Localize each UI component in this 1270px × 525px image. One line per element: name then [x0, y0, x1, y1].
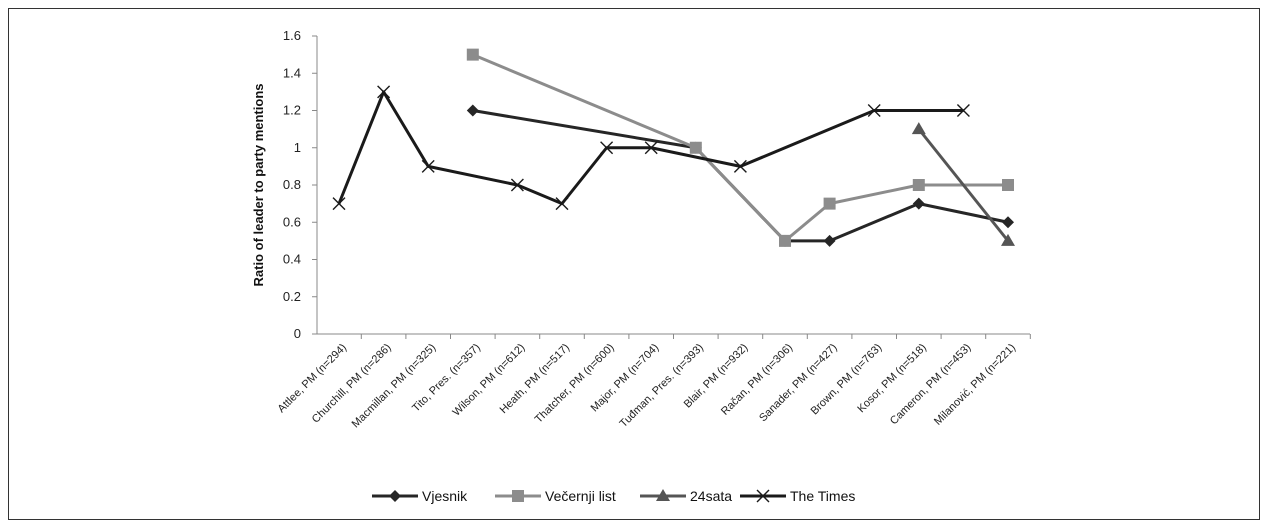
- legend-item-the-times: The Times: [740, 488, 855, 504]
- data-point-ve-ernji-list: [912, 179, 925, 191]
- legend-marker: [656, 489, 670, 501]
- data-point-vjesnik: [1002, 216, 1014, 229]
- data-point-the-times: [867, 104, 881, 117]
- x-tick-label: Tuđman, Pres. (n=393): [618, 342, 706, 430]
- x-marker-stroke: [867, 104, 881, 117]
- y-tick-label: 1.6: [283, 28, 301, 43]
- data-point-vjesnik: [823, 234, 836, 247]
- data-point-24sata: [1001, 233, 1015, 246]
- x-marker-stroke: [555, 197, 569, 211]
- legend-marker: [512, 490, 524, 502]
- y-tick-label: 0.4: [283, 252, 301, 267]
- x-marker-stroke: [600, 141, 614, 155]
- y-tick-label: 1: [294, 140, 301, 155]
- data-point-vjesnik: [466, 104, 479, 117]
- legend-label: Večernji list: [545, 488, 616, 504]
- x-marker-stroke: [377, 85, 391, 99]
- data-point-ve-ernji-list: [779, 234, 791, 247]
- x-marker-stroke: [421, 159, 435, 173]
- x-marker-stroke: [644, 141, 658, 155]
- y-tick-label: 0.8: [283, 177, 301, 192]
- legend-label: 24sata: [690, 488, 732, 504]
- legend-marker: [756, 489, 770, 503]
- data-point-the-times: [510, 178, 524, 192]
- y-tick-label: 0.6: [283, 214, 301, 229]
- legend-label: The Times: [790, 488, 855, 504]
- x-marker-stroke: [332, 197, 346, 211]
- data-point-ve-ernji-list: [823, 197, 836, 210]
- legend-item-vjesnik: Vjesnik: [372, 488, 468, 504]
- data-point-vjesnik: [912, 197, 925, 210]
- data-point-the-times: [733, 159, 747, 173]
- legend-label: Vjesnik: [422, 488, 468, 504]
- y-tick-label: 0.2: [283, 289, 301, 304]
- data-point-the-times: [555, 197, 569, 211]
- data-point-the-times: [956, 104, 970, 117]
- y-axis-label: Ratio of leader to party mentions: [251, 84, 266, 287]
- data-point-the-times: [421, 159, 435, 173]
- x-tick-label: Sanader, PM (n=427): [757, 342, 840, 425]
- series-line-ve-ernji-list: [472, 53, 1008, 243]
- x-tick-label: Cameron, PM (n=453): [888, 342, 974, 428]
- data-point-the-times: [600, 141, 614, 155]
- y-tick-label: 1.2: [283, 103, 301, 118]
- series-line-vjesnik: [472, 109, 1009, 243]
- data-point-the-times: [377, 85, 391, 99]
- y-tick-label: 1.4: [283, 65, 301, 80]
- data-point-ve-ernji-list: [689, 141, 702, 154]
- data-point-ve-ernji-list: [466, 48, 479, 61]
- x-tick-label: Thatcher, PM (n=600): [533, 342, 617, 426]
- x-marker-stroke: [733, 159, 747, 173]
- series-line-the-times: [337, 90, 964, 206]
- x-marker-stroke: [510, 178, 524, 192]
- data-point-the-times: [332, 197, 346, 211]
- data-point-24sata: [911, 122, 926, 135]
- x-tick-label: Macmillan, PM (n=325): [350, 342, 439, 431]
- x-tick-label: Milanović, PM (n=221): [932, 342, 1018, 428]
- legend-item-ve-ernji-list: Večernji list: [495, 488, 616, 504]
- x-marker-stroke: [956, 104, 970, 117]
- x-marker-stroke: [756, 489, 770, 503]
- data-point-ve-ernji-list: [1002, 179, 1014, 191]
- series-line-24sata: [917, 128, 1010, 242]
- x-tick-label: Churchill, PM (n=286): [310, 342, 394, 426]
- legend-item-24sata: 24sata: [640, 488, 732, 504]
- chart-frame: [8, 8, 1260, 520]
- data-point-the-times: [644, 141, 658, 155]
- legend-marker: [389, 490, 401, 502]
- y-tick-label: 0: [294, 326, 301, 341]
